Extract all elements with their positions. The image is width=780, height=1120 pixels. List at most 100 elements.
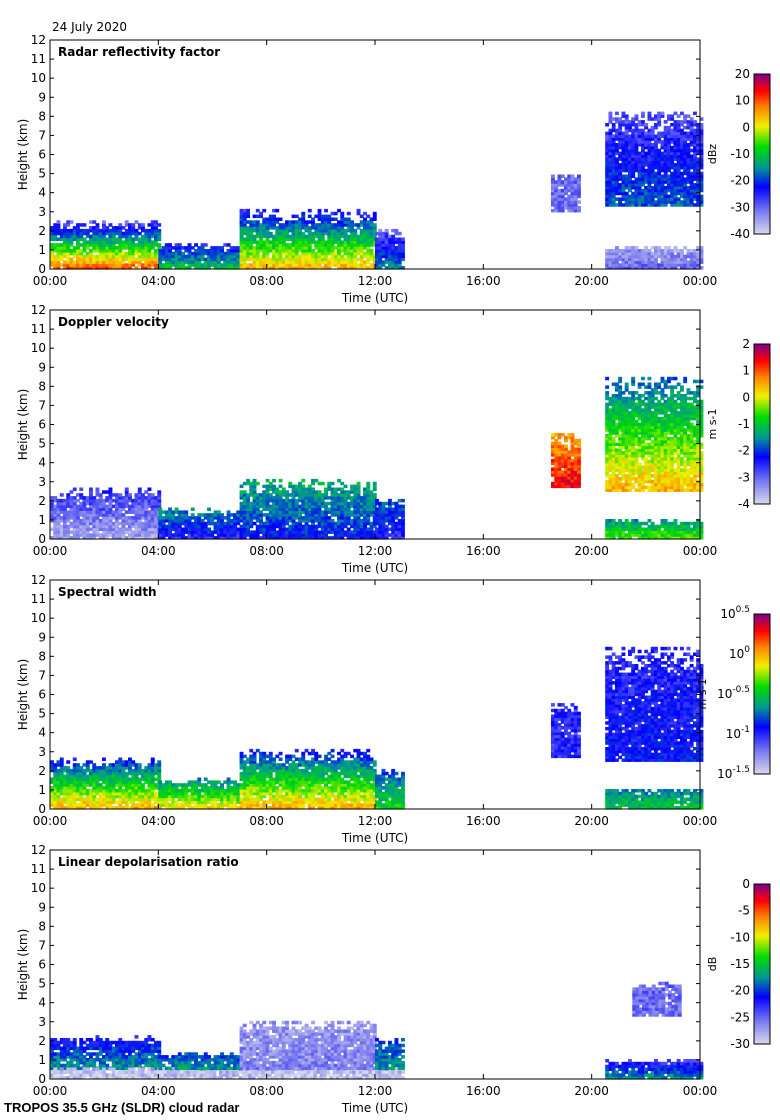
data-cell	[137, 254, 142, 259]
data-cell	[381, 530, 386, 534]
colorbar-segment	[754, 142, 770, 145]
data-cell	[327, 214, 332, 219]
data-cell	[171, 536, 176, 540]
data-cell	[85, 260, 90, 264]
data-cell	[229, 257, 234, 262]
data-cell	[98, 237, 103, 241]
data-cell	[372, 251, 377, 256]
data-cell	[628, 260, 632, 264]
data-cell	[291, 237, 296, 241]
data-cell	[320, 217, 325, 221]
data-cell	[660, 194, 665, 199]
data-cell	[699, 157, 704, 161]
data-cell	[82, 498, 87, 503]
data-cell	[608, 197, 613, 201]
data-cell	[278, 231, 283, 236]
data-cell	[388, 257, 392, 262]
colorbar-segment	[754, 146, 770, 149]
data-cell	[76, 254, 80, 259]
data-cell	[618, 436, 623, 441]
data-cell	[194, 533, 198, 537]
data-cell	[611, 416, 616, 421]
data-cell	[693, 134, 697, 138]
data-cell	[200, 524, 205, 529]
data-cell	[333, 507, 338, 511]
data-cell	[618, 391, 623, 395]
data-cell	[340, 211, 345, 216]
data-cell	[85, 251, 90, 256]
data-cell	[89, 220, 93, 224]
data-cell	[171, 257, 176, 262]
data-cell	[311, 481, 315, 486]
data-cell	[696, 191, 701, 196]
data-cell	[161, 510, 166, 514]
data-cell	[141, 507, 145, 511]
data-cell	[144, 524, 149, 529]
data-cell	[621, 471, 626, 475]
data-cell	[158, 530, 163, 534]
data-cell	[654, 254, 658, 259]
data-cell	[667, 143, 671, 147]
data-cell	[213, 530, 218, 534]
data-cell	[278, 524, 283, 529]
data-cell	[689, 186, 694, 190]
data-cell	[618, 468, 623, 472]
data-cell	[657, 117, 662, 121]
data-cell	[79, 510, 84, 514]
data-cell	[278, 243, 283, 247]
data-cell	[624, 120, 629, 124]
data-cell	[673, 111, 678, 116]
data-cell	[401, 249, 405, 253]
data-cell	[363, 234, 367, 239]
data-cell	[634, 145, 639, 150]
data-cell	[689, 249, 694, 253]
data-cell	[624, 180, 629, 184]
data-cell	[147, 530, 152, 534]
data-cell	[608, 117, 613, 121]
data-cell	[372, 510, 377, 514]
data-cell	[147, 223, 152, 227]
data-cell	[275, 521, 280, 526]
data-cell	[381, 260, 386, 264]
data-cell	[673, 174, 678, 178]
data-cell	[567, 433, 572, 437]
data-cell	[366, 513, 371, 517]
data-cell	[275, 237, 280, 241]
data-cell	[174, 519, 179, 523]
data-cell	[615, 137, 619, 141]
data-cell	[307, 214, 312, 219]
data-cell	[363, 490, 367, 494]
data-cell	[624, 456, 629, 461]
data-cell	[686, 197, 691, 201]
data-cell	[95, 231, 100, 236]
data-cell	[337, 237, 341, 241]
data-cell	[66, 220, 71, 224]
data-cell	[213, 510, 218, 514]
data-cell	[577, 208, 581, 213]
data-cell	[551, 467, 555, 471]
data-cell	[637, 160, 642, 164]
data-cell	[366, 234, 371, 239]
data-cell	[288, 481, 293, 486]
data-cell	[621, 120, 626, 124]
data-cell	[161, 249, 166, 253]
data-cell	[72, 498, 77, 503]
data-cell	[353, 524, 358, 529]
data-cell	[226, 521, 231, 526]
data-cell	[298, 481, 302, 486]
data-cell	[281, 240, 286, 244]
data-cell	[608, 257, 613, 262]
data-cell	[615, 249, 619, 253]
data-cell	[644, 143, 649, 147]
data-cell	[229, 254, 234, 259]
data-cell	[220, 527, 224, 531]
data-cell	[320, 237, 325, 241]
data-cell	[564, 464, 568, 469]
data-cell	[699, 171, 704, 176]
data-cell	[634, 257, 639, 262]
data-cell	[220, 246, 224, 250]
data-cell	[680, 254, 684, 259]
data-cell	[372, 530, 377, 534]
data-cell	[291, 487, 296, 491]
data-cell	[699, 188, 704, 193]
